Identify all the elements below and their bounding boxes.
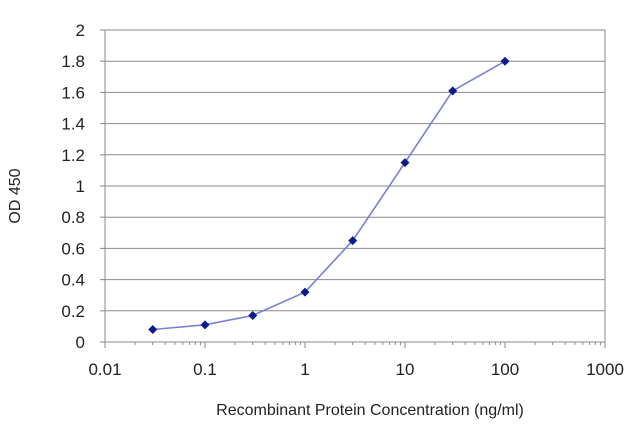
data-point — [200, 320, 210, 330]
x-tick-label: 0.1 — [193, 360, 217, 379]
y-tick-label: 2 — [76, 21, 85, 40]
data-point — [500, 56, 510, 66]
y-tick-label: 1 — [76, 177, 85, 196]
series-line — [152, 60, 506, 331]
data-point — [248, 310, 258, 320]
x-axis: 0.01 0.1 1 10 100 1000 — [88, 342, 624, 379]
y-tick-label: 1.4 — [61, 115, 85, 134]
y-tick-label: 0.8 — [61, 208, 85, 227]
y-tick-label: 0.4 — [61, 271, 85, 290]
y-tick-label: 1.8 — [61, 52, 85, 71]
data-point — [300, 287, 310, 297]
data-point — [348, 236, 358, 246]
x-tick-label: 1 — [300, 360, 309, 379]
y-axis-label: OD 450 — [7, 168, 24, 223]
y-tick-label: 1.6 — [61, 83, 85, 102]
data-point — [400, 158, 410, 168]
x-tick-label: 0.01 — [88, 360, 121, 379]
x-tick-label: 10 — [396, 360, 415, 379]
data-point — [148, 325, 158, 335]
y-tick-label: 1.2 — [61, 146, 85, 165]
data-point — [448, 86, 458, 96]
y-tick-label: 0.2 — [61, 302, 85, 321]
y-tick-label: 0 — [76, 333, 85, 352]
y-axis: 0 0.2 0.4 0.6 0.8 1 1.2 1.4 1.6 1.8 2 — [61, 21, 105, 352]
y-tick-label: 0.6 — [61, 239, 85, 258]
series — [148, 56, 510, 335]
x-axis-label: Recombinant Protein Concentration (ng/ml… — [216, 402, 524, 419]
grid — [105, 60, 605, 312]
x-tick-label: 1000 — [586, 360, 624, 379]
x-tick-label: 100 — [491, 360, 519, 379]
